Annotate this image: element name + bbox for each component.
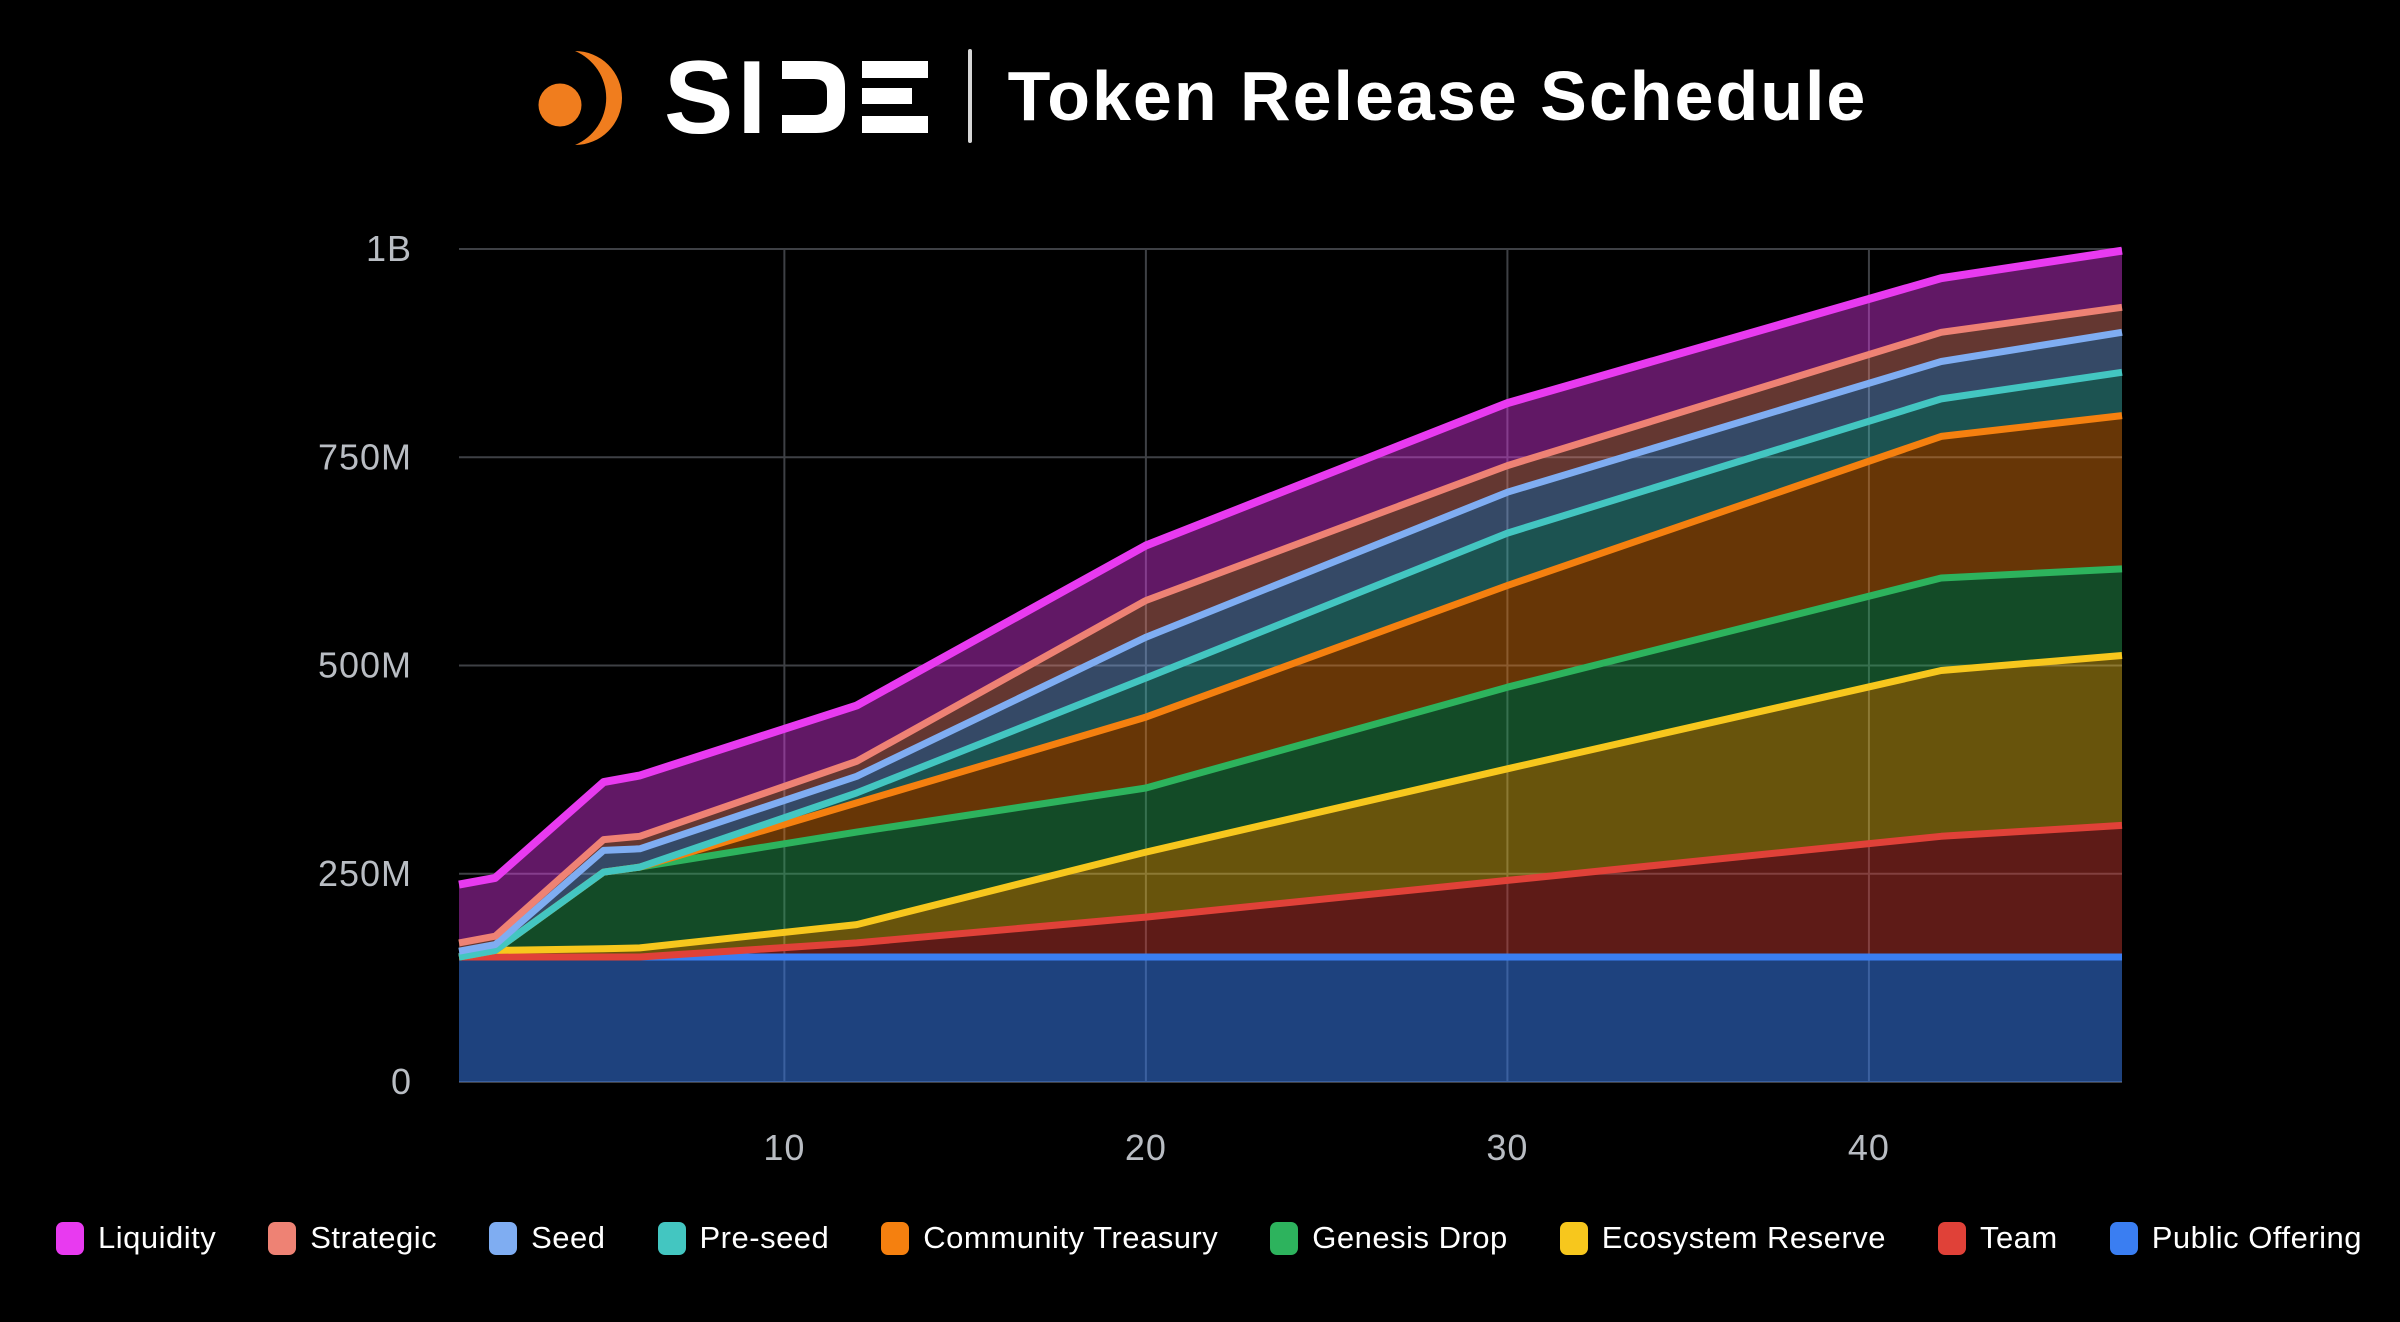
line-pre-seed [458,368,2123,961]
legend-item-strategic[interactable]: Strategic [268,1220,437,1256]
legend-label-community-treasury: Community Treasury [923,1220,1219,1255]
legend-swatch-team [1937,1221,1966,1255]
legend-item-ecosystem-reserve[interactable]: Ecosystem Reserve [1559,1220,1886,1256]
legend-label-seed: Seed [531,1220,606,1255]
legend-swatch-liquidity [56,1221,84,1255]
brand-wordmark: SI [664,41,928,151]
legend-label-ecosystem-reserve: Ecosystem Reserve [1601,1220,1886,1255]
logo-dot-icon [538,83,582,127]
brand-letter-e-mid [861,88,912,104]
brand-letter-d [781,61,845,133]
legend-item-team[interactable]: Team [1937,1220,2058,1256]
brand-text: SI [664,41,770,151]
legend-swatch-ecosystem-reserve [1559,1221,1588,1255]
chart-lines [458,246,2123,961]
legend-item-seed[interactable]: Seed [489,1220,605,1256]
area-team [459,825,2122,957]
x-axis-ticks: 10 20 30 40 [763,1127,1890,1168]
line-team [459,821,2123,961]
legend-swatch-genesis-drop [1270,1221,1299,1255]
area-genesis-drop [459,568,2122,957]
legend-item-community-treasury[interactable]: Community Treasury [881,1220,1218,1256]
header-divider [967,49,972,143]
y-tick-0: 0 [391,1061,412,1102]
legend-label-team: Team [1979,1220,2058,1255]
legend-item-genesis-drop[interactable]: Genesis Drop [1270,1220,1508,1256]
legend-swatch-strategic [268,1221,297,1255]
legend-swatch-community-treasury [881,1221,910,1255]
y-axis-ticks: 0 250M 500M 750M 1B [318,228,412,1102]
line-strategic [458,303,2123,947]
x-tick-30: 30 [1486,1127,1528,1168]
side-logo-icon [538,51,622,145]
logo-crescent-icon [574,51,622,145]
line-liquidity [458,246,2123,889]
y-tick-250m: 250M [318,853,412,894]
legend-item-pre-seed[interactable]: Pre-seed [657,1220,830,1256]
y-tick-500m: 500M [318,645,412,686]
legend-swatch-pre-seed [657,1221,686,1255]
y-tick-750m: 750M [318,436,412,477]
legend-label-liquidity: Liquidity [98,1220,217,1255]
brand-letter-e-top [861,61,928,78]
area-community-treasury [459,415,2122,958]
legend-label-genesis-drop: Genesis Drop [1312,1220,1508,1255]
area-pre-seed [459,372,2122,957]
y-tick-1b: 1B [366,228,412,269]
legend-item-public-offering[interactable]: Public Offering [2109,1220,2363,1256]
chart-legend: Liquidity Strategic Seed Pre-seed Community … [56,1220,2362,1256]
line-ecosystem-reserve [458,652,2123,961]
area-ecosystem-reserve [459,655,2122,957]
x-tick-20: 20 [1125,1127,1167,1168]
legend-label-strategic: Strategic [310,1220,438,1255]
line-seed [458,328,2123,955]
area-liquidity [459,250,2122,943]
legend-swatch-public-offering [2109,1221,2138,1255]
page-title: Token Release Schedule [1007,57,1868,135]
legend-swatch-seed [489,1221,518,1255]
legend-label-public-offering: Public Offering [2151,1220,2363,1255]
x-tick-10: 10 [763,1127,805,1168]
area-public-offering [459,957,2122,1082]
brand-letter-e-bottom [861,116,928,133]
legend-label-pre-seed: Pre-seed [699,1220,830,1255]
legend-item-liquidity[interactable]: Liquidity [56,1220,216,1256]
x-tick-40: 40 [1848,1127,1890,1168]
header: SI Token Release Schedule [0,36,2400,156]
